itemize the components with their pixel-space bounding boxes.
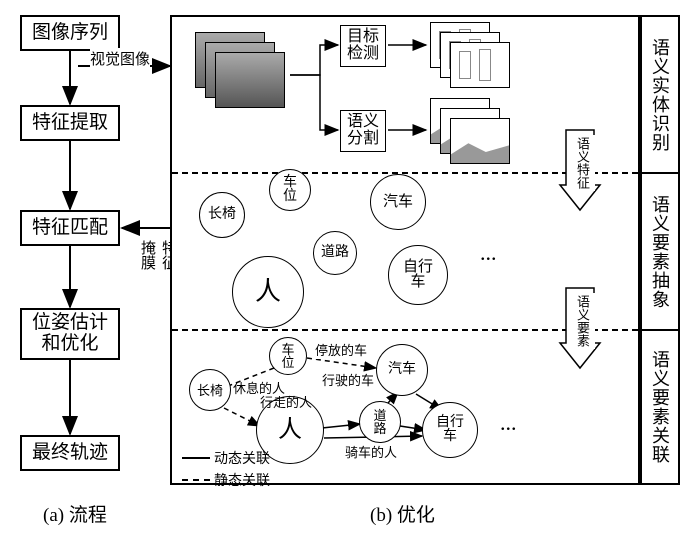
legend-static: 静态关联 xyxy=(214,470,270,490)
bot-node-slot: 车 位 xyxy=(269,337,307,375)
edge-parked-car: 停放的车 xyxy=(315,340,367,359)
section-arrow-1-label: 语义特征 xyxy=(570,135,595,191)
bot-node-car: 汽车 xyxy=(376,344,428,396)
section-arrow-2-label: 语义要素 xyxy=(570,293,595,349)
bot-node-bench: 长椅 xyxy=(189,369,231,411)
bottom-edges xyxy=(10,10,690,510)
edge-driving-car: 行驶的车 xyxy=(322,370,374,389)
bot-node-bike: 自行 车 xyxy=(422,402,478,458)
edge-walking-person: 行走的人 xyxy=(260,392,312,411)
bot-dots: ... xyxy=(500,410,517,436)
legend-dynamic: 动态关联 xyxy=(214,448,270,468)
legend: 动态关联 静态关联 xyxy=(182,448,270,490)
caption-b: (b) 优化 xyxy=(370,500,435,527)
diagram-root: 图像序列 特征提取 特征匹配 位姿估计 和优化 最终轨迹 视觉图像 特征 掩膜 … xyxy=(10,10,690,520)
edge-cycling-person: 骑车的人 xyxy=(345,442,397,461)
bot-node-road: 道 路 xyxy=(359,401,401,443)
